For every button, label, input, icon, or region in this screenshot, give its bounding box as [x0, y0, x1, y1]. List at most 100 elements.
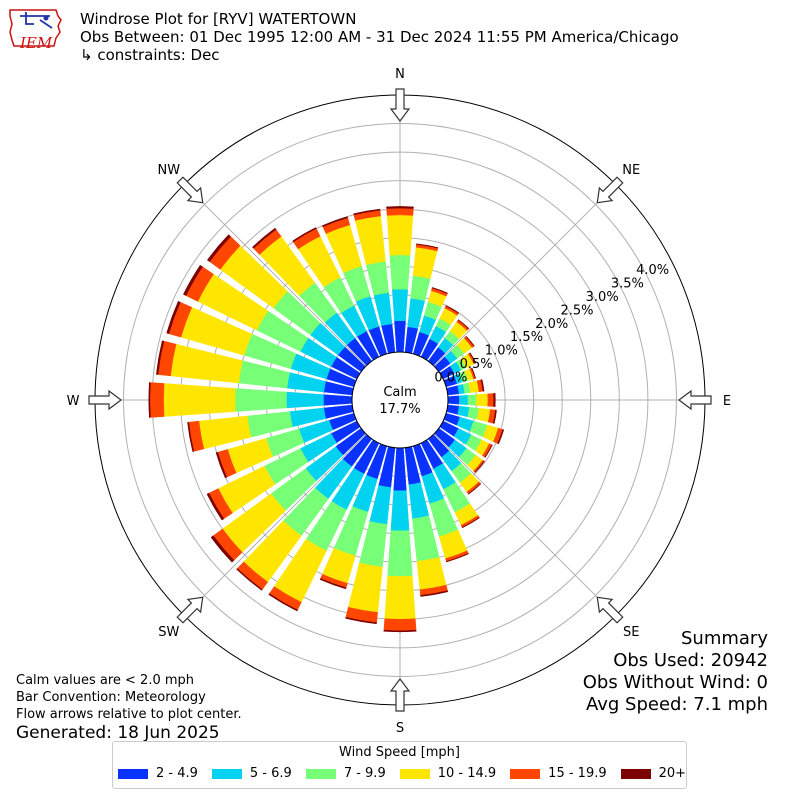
windrose-bar-segment: [392, 288, 408, 322]
flow-arrow-icon: [176, 176, 204, 204]
chart-title: Windrose Plot for [RYV] WATERTOWN: [80, 10, 357, 28]
windrose-bar-segment: [492, 409, 497, 424]
legend-item: 2 - 4.9: [118, 766, 198, 781]
windrose-bar-segment: [445, 553, 469, 563]
radial-tick-label: 3.0%: [586, 290, 619, 305]
legend-swatch: [399, 768, 430, 779]
note-calm: Calm values are < 2.0 mph: [16, 673, 195, 688]
windrose-bar-segment: [210, 535, 235, 563]
chart-overlay: Calm 17.7% 0.0%0.5%1.0%1.5%2.0%2.5%3.0%3.5…: [67, 67, 732, 736]
legend-swatch: [118, 768, 148, 779]
windrose-bar-segment: [412, 246, 438, 279]
legend-title: Wind Speed [mph]: [339, 745, 460, 760]
windrose-bar-segment: [467, 394, 477, 406]
summary-obs-without-wind: Obs Without Wind: 0: [582, 672, 768, 693]
legend-label: 5 - 6.9: [249, 766, 292, 781]
windrose-bar-segment: [484, 444, 493, 458]
calm-value: 17.7%: [379, 402, 420, 417]
flow-arrow-icon: [389, 88, 411, 122]
compass-label: N: [395, 67, 405, 82]
windrose-bar-segment: [446, 404, 460, 415]
legend-label: 20+: [658, 766, 687, 781]
calm-circle: [351, 351, 449, 449]
windrose-bar-segment: [390, 490, 410, 532]
windrose-bar-segment: [467, 483, 482, 495]
windrose-bar-segment: [394, 320, 406, 353]
radial-gridline: [433, 183, 617, 367]
note-arrows: Flow arrows relative to plot center.: [16, 707, 242, 722]
windrose-bar-segment: [286, 391, 324, 409]
windrose-bar-segment: [457, 405, 470, 418]
windrose-bar-segment: [386, 206, 414, 209]
ring-gridline: [123, 123, 677, 677]
radial-tick-label: 2.5%: [560, 303, 593, 318]
flow-arrow-icon: [596, 176, 624, 204]
windrose-bar-segment: [365, 261, 389, 296]
legend-swatch: [211, 768, 242, 779]
windrose-bar-segment: [383, 618, 417, 632]
flow-arrow-icon: [596, 596, 624, 624]
radial-tick-label: 1.0%: [485, 344, 518, 359]
windrose-bar-segment: [480, 379, 485, 392]
radial-tick-label: 2.0%: [535, 317, 568, 332]
windrose-bar-segment: [474, 460, 485, 473]
windrose-bar-segment: [149, 382, 165, 418]
windrose-bar-segment: [420, 590, 449, 597]
iem-logo: IEM: [6, 6, 64, 52]
windrose-bar-segment: [493, 393, 496, 407]
windrose-bar-segment: [348, 562, 383, 613]
windrose-bar-segment: [393, 447, 407, 492]
compass-label: SW: [158, 625, 179, 640]
windrose-bar-segment: [465, 335, 475, 347]
windrose-bar-segment: [386, 207, 414, 216]
windrose-bar-segment: [383, 629, 417, 633]
legend-swatch: [305, 768, 336, 779]
summary-heading: Summary: [681, 628, 768, 649]
windrose-bar-segment: [386, 214, 414, 256]
legend-label: 15 - 19.9: [548, 766, 607, 781]
flow-arrow-icon: [88, 389, 122, 411]
windrose-bar-segment: [447, 395, 460, 405]
windrose-bar-segment: [461, 517, 480, 529]
iowa-state-outline-logo-icon: [9, 9, 62, 47]
compass-label: W: [67, 394, 80, 409]
windrose-bar-segment: [163, 383, 236, 417]
windrose-bar-segment: [384, 575, 416, 620]
compass-label: SE: [623, 625, 639, 640]
windrose-bar-segment: [353, 208, 381, 216]
legend-item: 20+: [620, 766, 687, 781]
logo-text: IEM: [20, 34, 53, 52]
windrose-bar-segment: [459, 394, 469, 406]
windrose-bar-segment: [471, 367, 477, 379]
windrose-bar-segment: [323, 394, 353, 406]
legend: Wind Speed [mph] 2 - 4.9 5 - 6.9 7 - 9.9…: [112, 741, 687, 789]
legend-item: 5 - 6.9: [211, 766, 292, 781]
windrose-bar-segment: [252, 227, 277, 249]
windrose-bar-segment: [206, 492, 225, 521]
legend-item: 10 - 14.9: [399, 766, 496, 781]
windrose-bar-segment: [183, 264, 203, 296]
legend-item: 15 - 19.9: [510, 766, 607, 781]
windrose-bar-segment: [476, 393, 489, 407]
windrose-bar-segment: [387, 530, 413, 577]
windrose-bar-segment: [166, 300, 181, 335]
compass-label: S: [396, 721, 404, 736]
windrose-bar-segment: [215, 451, 228, 479]
radial-gridline: [183, 433, 367, 617]
summary-obs-used: Obs Used: 20942: [613, 650, 768, 671]
radial-gridline: [183, 183, 367, 367]
windrose-bar-segment: [416, 243, 439, 249]
note-generated: Generated: 18 Jun 2025: [16, 723, 220, 743]
windrose-bar-segment: [322, 216, 349, 228]
radial-tick-label: 3.5%: [611, 277, 644, 292]
note-convention: Bar Convention: Meteorology: [16, 690, 206, 705]
windrose-bar-segment: [497, 429, 505, 445]
legend-items: 2 - 4.9 5 - 6.9 7 - 9.9 10 - 14.9 15 - 1…: [113, 766, 686, 781]
chart-subtitle: Obs Between: 01 Dec 1995 12:00 AM - 31 D…: [80, 28, 679, 46]
windrose-bar-segment: [292, 227, 317, 243]
windrose-bar-segment: [410, 275, 431, 302]
windrose-bar-segment: [389, 254, 411, 290]
compass-label: NE: [622, 163, 640, 178]
windrose-bar-segment: [469, 352, 477, 364]
